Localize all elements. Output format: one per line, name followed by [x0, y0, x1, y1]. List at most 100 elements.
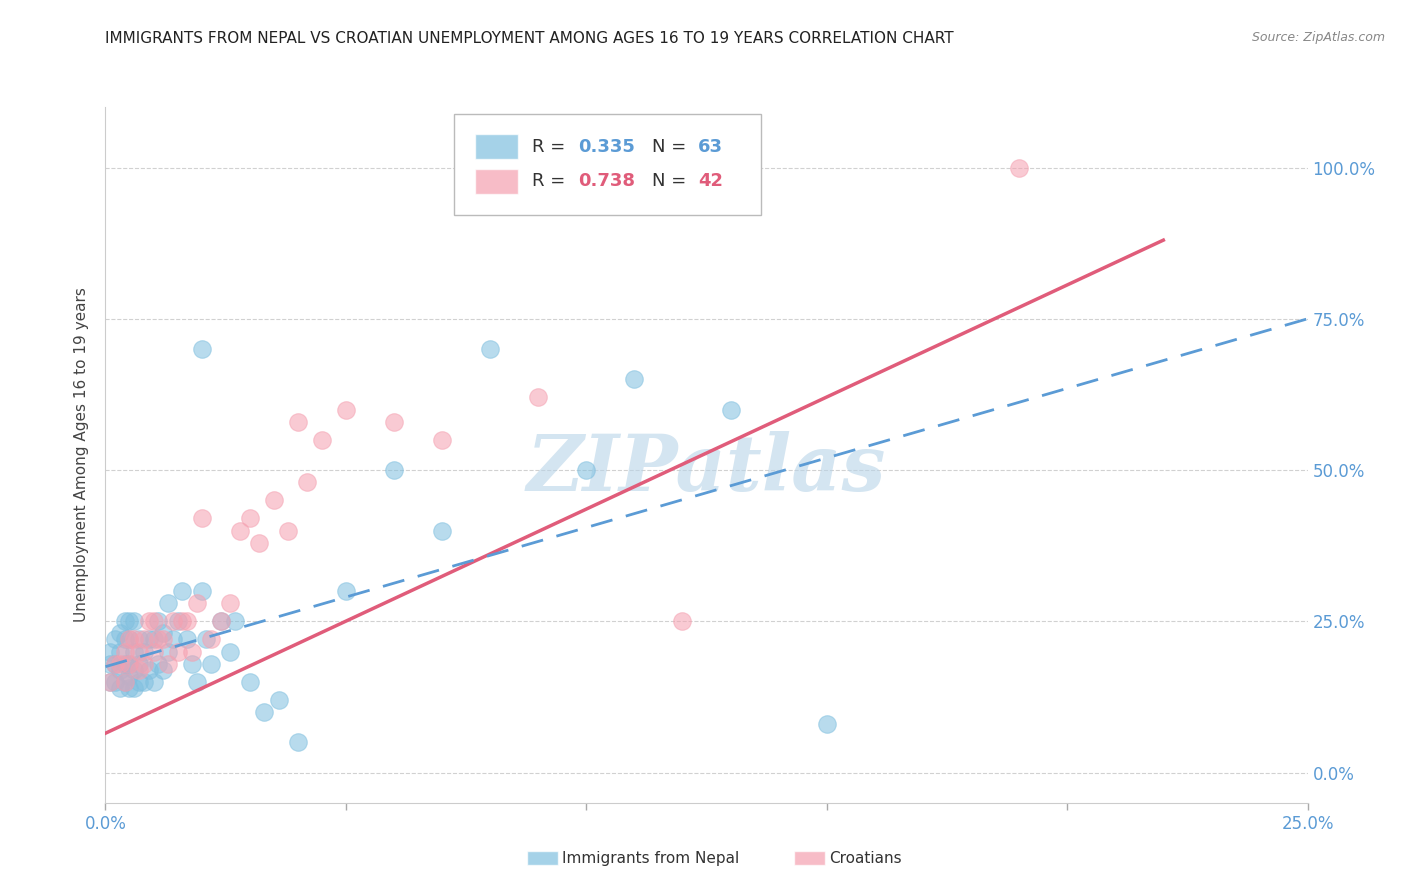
Point	[118, 632, 141, 647]
Point	[152, 632, 174, 647]
Point	[142, 615, 165, 629]
Text: 63: 63	[699, 137, 723, 156]
Point	[152, 626, 174, 640]
Text: 0.335: 0.335	[578, 137, 634, 156]
Point	[162, 615, 184, 629]
Point	[527, 391, 550, 405]
Point	[124, 615, 146, 629]
Point	[124, 632, 146, 647]
Point	[156, 644, 179, 658]
Point	[190, 342, 212, 356]
Point	[114, 644, 136, 658]
Point	[815, 717, 838, 731]
Text: N =: N =	[652, 172, 692, 191]
Point	[142, 632, 165, 647]
Point	[114, 674, 136, 689]
Point	[267, 693, 290, 707]
Point	[200, 657, 222, 671]
Point	[148, 632, 170, 647]
Point	[104, 674, 127, 689]
Text: Immigrants from Nepal: Immigrants from Nepal	[562, 851, 740, 865]
Y-axis label: Unemployment Among Ages 16 to 19 years: Unemployment Among Ages 16 to 19 years	[75, 287, 90, 623]
Point	[108, 681, 131, 695]
Point	[118, 657, 141, 671]
Point	[219, 644, 242, 658]
Point	[142, 644, 165, 658]
Point	[114, 657, 136, 671]
Point	[263, 493, 285, 508]
Point	[479, 342, 502, 356]
FancyBboxPatch shape	[454, 114, 761, 215]
Point	[172, 584, 194, 599]
Point	[311, 433, 333, 447]
Point	[104, 657, 127, 671]
Point	[209, 615, 232, 629]
Point	[108, 644, 131, 658]
Text: R =: R =	[533, 172, 571, 191]
Point	[671, 615, 693, 629]
Point	[219, 596, 242, 610]
Point	[166, 644, 188, 658]
Point	[132, 657, 155, 671]
Point	[114, 632, 136, 647]
Text: N =: N =	[652, 137, 692, 156]
Point	[128, 663, 150, 677]
Point	[114, 615, 136, 629]
FancyBboxPatch shape	[474, 134, 517, 159]
Point	[720, 402, 742, 417]
Point	[190, 511, 212, 525]
Point	[132, 674, 155, 689]
Point	[277, 524, 299, 538]
Point	[335, 402, 357, 417]
Point	[98, 674, 121, 689]
Point	[138, 632, 160, 647]
Point	[176, 615, 198, 629]
Point	[118, 669, 141, 683]
Point	[176, 632, 198, 647]
Point	[156, 596, 179, 610]
Point	[132, 644, 155, 658]
Text: ZIPatlas: ZIPatlas	[527, 431, 886, 507]
Point	[128, 657, 150, 671]
Point	[186, 674, 208, 689]
Point	[575, 463, 598, 477]
Point	[253, 705, 276, 719]
Point	[124, 644, 146, 658]
Point	[166, 615, 188, 629]
FancyBboxPatch shape	[474, 169, 517, 194]
Point	[229, 524, 252, 538]
Point	[98, 674, 121, 689]
Point	[128, 644, 150, 658]
Text: R =: R =	[533, 137, 571, 156]
Point	[190, 584, 212, 599]
Point	[124, 663, 146, 677]
Point	[287, 415, 309, 429]
Point	[98, 644, 121, 658]
Point	[142, 674, 165, 689]
Point	[1008, 161, 1031, 175]
Point	[287, 735, 309, 749]
Point	[195, 632, 218, 647]
Point	[156, 657, 179, 671]
Text: 42: 42	[699, 172, 723, 191]
Point	[181, 644, 204, 658]
Point	[239, 511, 262, 525]
Point	[132, 632, 155, 647]
Point	[623, 372, 645, 386]
Point	[118, 615, 141, 629]
Point	[124, 681, 146, 695]
Point	[162, 632, 184, 647]
Point	[382, 415, 405, 429]
Point	[239, 674, 262, 689]
Point	[128, 674, 150, 689]
Point	[114, 674, 136, 689]
Point	[297, 475, 319, 490]
Point	[335, 584, 357, 599]
Point	[200, 632, 222, 647]
Point	[148, 657, 170, 671]
Text: 0.738: 0.738	[578, 172, 636, 191]
Point	[118, 632, 141, 647]
Point	[209, 615, 232, 629]
Point	[138, 615, 160, 629]
Text: Source: ZipAtlas.com: Source: ZipAtlas.com	[1251, 31, 1385, 45]
